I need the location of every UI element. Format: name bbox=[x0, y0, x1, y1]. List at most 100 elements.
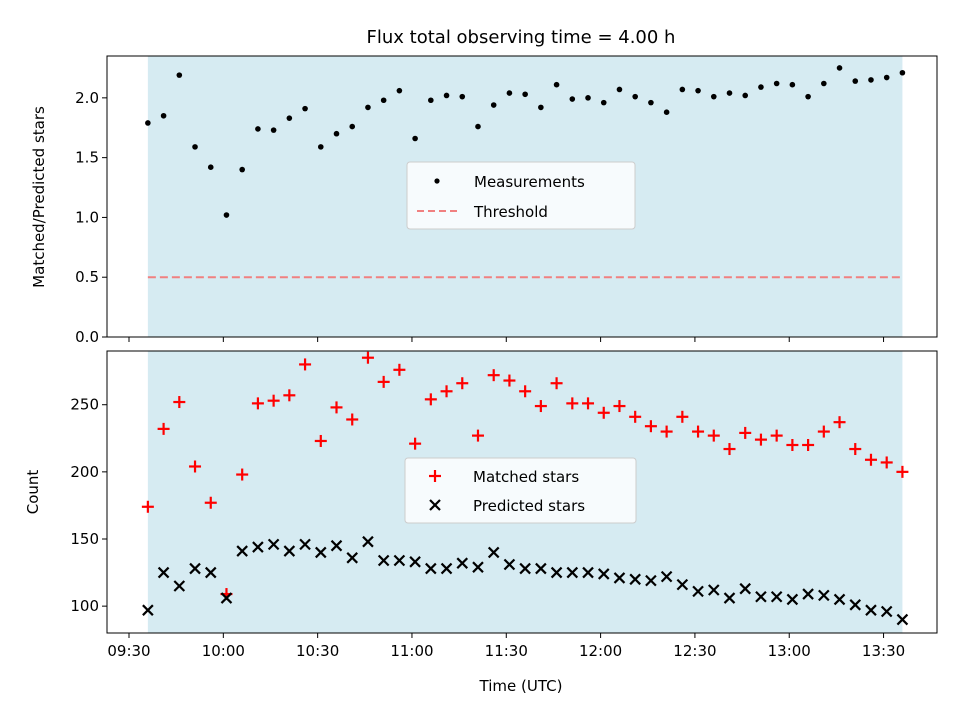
top-legend-box bbox=[406, 161, 636, 230]
top-ytick-label: 0.0 bbox=[75, 328, 99, 346]
measurement-point bbox=[569, 96, 576, 102]
legend-matched-label: Matched stars bbox=[473, 468, 579, 486]
measurement-point bbox=[836, 65, 843, 71]
matched-stars-point bbox=[770, 429, 783, 442]
measurement-point bbox=[192, 144, 198, 150]
matched-stars-point bbox=[204, 496, 217, 509]
legend-predicted-label: Predicted stars bbox=[473, 497, 585, 515]
measurement-point bbox=[255, 126, 261, 132]
predicted-stars-point bbox=[173, 580, 186, 592]
matched-stars-point bbox=[896, 465, 909, 478]
matched-stars-point bbox=[644, 420, 657, 433]
matched-stars-point bbox=[487, 369, 500, 382]
predicted-stars-point bbox=[708, 584, 720, 596]
matched-stars-point bbox=[707, 429, 720, 442]
matched-stars-point bbox=[456, 377, 469, 390]
measurement-point bbox=[207, 164, 214, 171]
matched-stars-point bbox=[236, 468, 249, 481]
measurement-point bbox=[616, 86, 623, 93]
measurement-point bbox=[710, 93, 717, 100]
measurement-point bbox=[380, 97, 387, 104]
measurement-point bbox=[286, 115, 293, 121]
measurement-point bbox=[600, 99, 607, 106]
measurement-point bbox=[899, 69, 906, 76]
matched-stars-point bbox=[676, 410, 689, 423]
predicted-stars-point bbox=[723, 592, 736, 604]
matched-stars-point bbox=[566, 397, 579, 410]
predicted-stars-point bbox=[629, 573, 641, 586]
measurement-point bbox=[538, 104, 544, 111]
predicted-stars-point bbox=[425, 562, 437, 575]
bottom-plot-frame bbox=[106, 350, 938, 634]
matched-stars-point bbox=[692, 425, 705, 438]
xtick-label: 09:30 bbox=[107, 642, 150, 660]
xtick-label: 11:00 bbox=[390, 642, 433, 660]
top-ytick-label: 1.5 bbox=[75, 149, 99, 167]
predicted-stars-point bbox=[315, 546, 327, 559]
xtick-label: 11:30 bbox=[485, 642, 528, 660]
predicted-stars-point bbox=[252, 541, 264, 553]
matched-stars-point bbox=[314, 434, 327, 447]
matched-stars-point bbox=[141, 500, 154, 513]
predicted-stars-point bbox=[377, 554, 390, 567]
measurement-point bbox=[475, 123, 481, 130]
predicted-stars-point bbox=[676, 578, 689, 591]
top-panel: 0.00.51.01.52.0 Matched/Predicted stars … bbox=[30, 55, 938, 346]
matched-stars-point bbox=[550, 377, 563, 390]
measurement-point bbox=[223, 212, 230, 218]
predicted-stars-point bbox=[818, 589, 830, 602]
measurement-point bbox=[506, 90, 513, 96]
bottom-ytick-label: 200 bbox=[70, 463, 99, 481]
matched-stars-point bbox=[629, 410, 642, 423]
matched-stars-point bbox=[377, 375, 390, 388]
matched-stars-point bbox=[817, 425, 830, 438]
matched-stars-point bbox=[251, 397, 264, 410]
bottom-panel: 100 150 200 250 09:30 10:00 10:30 11:00 11:30 12… bbox=[24, 350, 938, 695]
legend-predicted-marker bbox=[429, 499, 441, 511]
matched-stars-point bbox=[267, 394, 280, 407]
chart-title: Flux total observing time = 4.00 h bbox=[367, 27, 676, 48]
predicted-stars-point bbox=[660, 570, 673, 583]
measurement-point bbox=[789, 81, 796, 88]
bottom-legend-box bbox=[404, 457, 637, 524]
matched-stars-point bbox=[346, 413, 359, 426]
measurement-point bbox=[490, 102, 497, 108]
measurement-point bbox=[663, 109, 670, 115]
predicted-stars-point bbox=[519, 562, 531, 575]
bottom-y-axis-label: Count bbox=[24, 470, 42, 515]
predicted-stars-point bbox=[755, 590, 767, 603]
predicted-stars-point bbox=[770, 590, 783, 603]
xtick-label: 10:00 bbox=[202, 642, 245, 660]
predicted-stars-point bbox=[849, 599, 862, 611]
matched-stars-point bbox=[330, 401, 343, 414]
measurement-point bbox=[333, 130, 340, 137]
bottom-ytick-label: 250 bbox=[70, 396, 99, 414]
measurement-point bbox=[522, 91, 528, 98]
matched-stars-point bbox=[660, 425, 673, 438]
matched-stars-point bbox=[582, 397, 595, 410]
matched-stars-point bbox=[739, 426, 752, 439]
legend-matched-marker bbox=[429, 470, 441, 482]
matched-stars-point bbox=[283, 389, 296, 402]
predicted-stars-point bbox=[613, 572, 626, 584]
measurement-point bbox=[176, 72, 183, 78]
matched-stars-point bbox=[424, 393, 437, 406]
matched-stars-point bbox=[754, 433, 767, 446]
matched-stars-point bbox=[299, 358, 312, 371]
predicted-stars-point bbox=[157, 566, 170, 579]
predicted-stars-point bbox=[566, 566, 579, 579]
measurement-point bbox=[428, 97, 434, 104]
measurement-point bbox=[742, 92, 749, 99]
measurement-point bbox=[726, 90, 733, 96]
measurement-point bbox=[145, 120, 151, 126]
predicted-stars-point bbox=[802, 588, 814, 600]
legend-measurements-label: Measurements bbox=[474, 173, 585, 191]
predicted-stars-point bbox=[786, 593, 799, 606]
predicted-stars-point bbox=[346, 552, 359, 564]
matched-stars-point bbox=[849, 443, 862, 456]
matched-stars-point bbox=[189, 460, 202, 473]
matched-stars-point bbox=[471, 429, 484, 442]
measurement-point bbox=[239, 166, 245, 173]
matched-stars-point bbox=[802, 439, 815, 451]
